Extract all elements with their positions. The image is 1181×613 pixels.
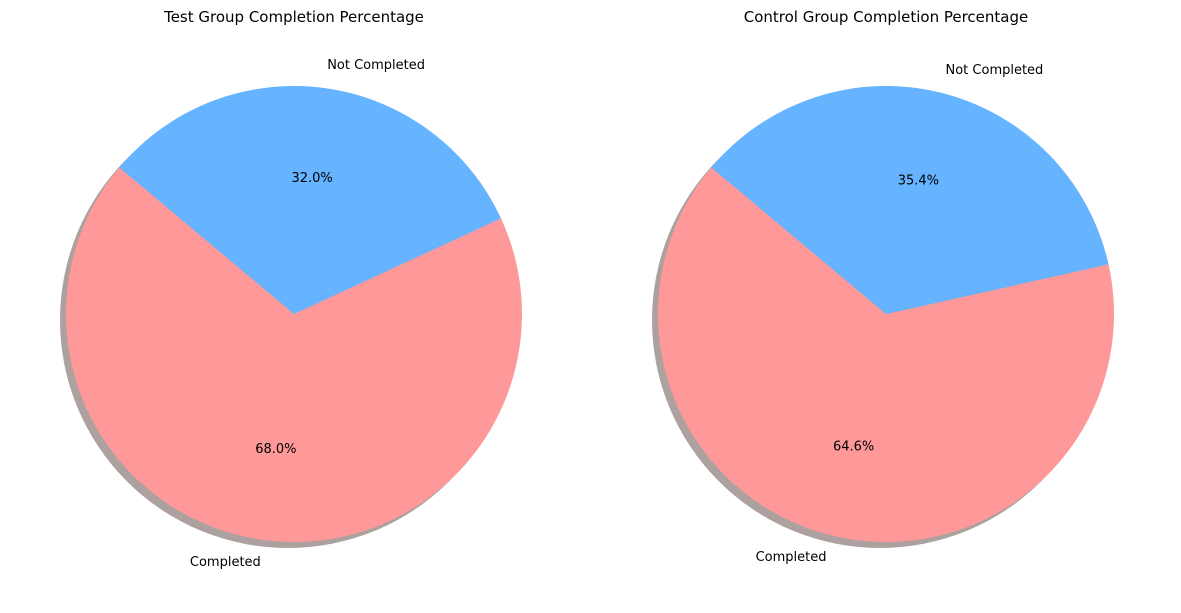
slice-label-not-completed: Not Completed <box>946 63 1044 78</box>
slice-label-completed: Completed <box>190 555 261 570</box>
percent-label-not-completed: 32.0% <box>291 171 332 186</box>
percent-label-completed: 64.6% <box>833 439 874 454</box>
pie-slices <box>65 85 522 542</box>
percent-label-completed: 68.0% <box>255 442 296 457</box>
slice-label-completed: Completed <box>756 550 827 565</box>
pie-labels: Completed 68.0% Not Completed 32.0% <box>190 58 425 570</box>
control-group-pie-chart: Control Group Completion Percentage Comp… <box>652 8 1114 565</box>
test-group-pie-chart: Test Group Completion Percentage Complet… <box>60 8 522 570</box>
pie-slices <box>657 85 1114 542</box>
pie-slice-completed <box>65 167 522 542</box>
pie-slice-not-completed <box>711 85 1109 315</box>
slice-label-not-completed: Not Completed <box>327 58 425 73</box>
pie-labels: Completed 64.6% Not Completed 35.4% <box>756 63 1044 565</box>
percent-label-not-completed: 35.4% <box>898 174 939 189</box>
chart-title: Test Group Completion Percentage <box>163 8 424 26</box>
pie-slice-completed <box>657 167 1114 542</box>
pie-slice-not-completed <box>119 85 501 315</box>
chart-title: Control Group Completion Percentage <box>744 8 1029 26</box>
